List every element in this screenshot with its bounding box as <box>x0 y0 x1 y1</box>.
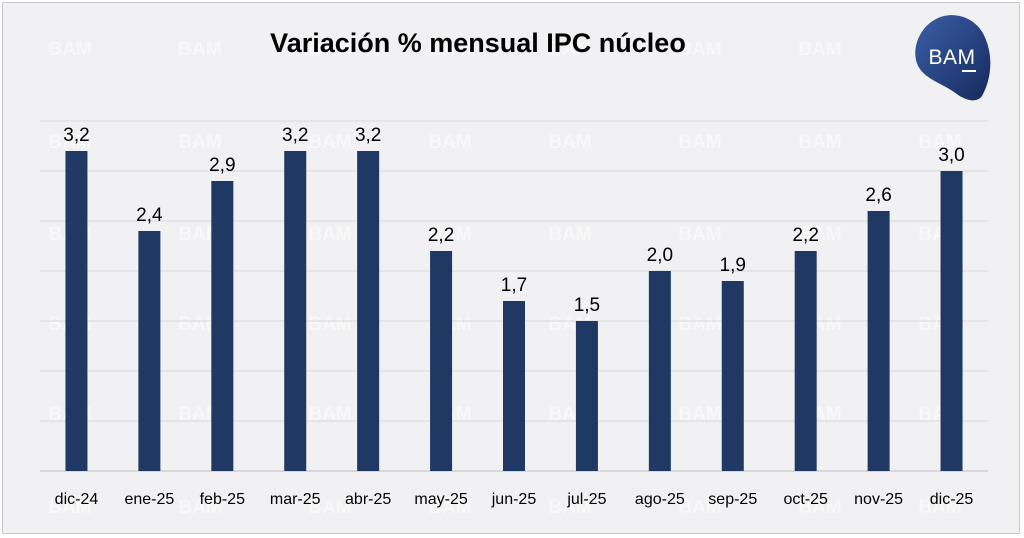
bar-mar-25 <box>284 151 307 471</box>
watermark-text: BAM <box>308 404 351 425</box>
bars <box>65 151 963 471</box>
watermark-text: BAM <box>678 39 721 60</box>
watermark-text: BAM <box>428 39 471 60</box>
bar-may-25 <box>430 251 453 471</box>
bar-ago-25 <box>648 271 671 471</box>
watermark-text: BAM <box>548 497 591 518</box>
data-label: 1,5 <box>574 295 600 316</box>
watermark-text: BAM <box>178 224 221 245</box>
data-label: 3,2 <box>63 125 89 146</box>
x-tick-label: jul-25 <box>566 491 606 508</box>
watermark-text: BAM <box>798 132 841 153</box>
watermark-text: BAM <box>548 132 591 153</box>
watermark-text: BAM <box>678 314 721 335</box>
watermark-text: BAM <box>918 132 961 153</box>
watermark-text: BAM <box>428 224 471 245</box>
x-tick-label: ago-25 <box>635 491 685 508</box>
data-label: 2,9 <box>209 155 235 176</box>
data-label: 3,2 <box>355 125 381 146</box>
x-tick-label: abr-25 <box>345 491 391 508</box>
bar-sep-25 <box>721 281 744 471</box>
watermark-text: BAM <box>48 132 91 153</box>
bar-dic-24 <box>65 151 88 471</box>
watermark-text: BAM <box>178 497 221 518</box>
watermark-text: BAM <box>308 132 351 153</box>
bar-feb-25 <box>211 181 234 471</box>
data-label: 1,9 <box>720 255 746 276</box>
watermark-text: BAM <box>48 39 91 60</box>
watermark-text: BAM <box>798 224 841 245</box>
watermark-text: BAM <box>678 132 721 153</box>
data-label: 1,7 <box>501 275 527 296</box>
bar-nov-25 <box>867 211 890 471</box>
x-tick-label: dic-24 <box>55 491 99 508</box>
x-tick-label: mar-25 <box>270 491 321 508</box>
watermark-text: BAM <box>678 224 721 245</box>
x-axis-ticks: dic-24 ene-25 feb-25 mar-25 abr-25 may-25 jun-… <box>55 491 974 508</box>
gridlines <box>40 120 988 472</box>
chart-title: Variación % mensual IPC núcleo <box>270 28 686 58</box>
watermark-text: BAM <box>428 497 471 518</box>
watermark-text: BAM <box>548 39 591 60</box>
watermark-text: BAM <box>798 39 841 60</box>
bar-ene-25 <box>138 231 161 471</box>
data-labels: 3,2 2,4 2,9 3,2 3,2 2,2 1,7 1,5 2,0 1,9 2,2 2,6 3,0 <box>63 125 964 316</box>
watermark-text: BAM <box>178 39 221 60</box>
data-label: 3,0 <box>938 145 964 166</box>
watermark-text: BAM <box>798 497 841 518</box>
data-label: 3,2 <box>282 125 308 146</box>
data-label: 2,4 <box>136 205 163 226</box>
x-tick-label: feb-25 <box>200 491 245 508</box>
bar-jul-25 <box>575 321 598 471</box>
watermark-text: BAM <box>428 132 471 153</box>
watermark-layer: BAM BAM BAM BAM BAM BAM BAM BAM BAM BAM BAM BAM BAM B… <box>48 39 961 518</box>
x-tick-label: ene-25 <box>124 491 174 508</box>
data-label: 2,2 <box>428 225 454 246</box>
x-tick-label: dic-25 <box>930 491 974 508</box>
data-label: 2,0 <box>647 245 673 266</box>
logo-text: BAM <box>928 46 976 69</box>
bar-jun-25 <box>503 301 525 471</box>
watermark-text: BAM <box>548 224 591 245</box>
bar-dic-25 <box>940 171 963 471</box>
watermark-text: BAM <box>178 132 221 153</box>
x-tick-label: oct-25 <box>783 491 828 508</box>
watermark-text: BAM <box>48 497 91 518</box>
watermark-text: BAM <box>178 314 221 335</box>
x-tick-label: sep-25 <box>708 491 757 508</box>
x-tick-label: jun-25 <box>491 491 537 508</box>
watermark-text: BAM <box>678 497 721 518</box>
bar-abr-25 <box>357 151 380 471</box>
watermark-text: BAM <box>308 224 351 245</box>
logo-shape-icon <box>915 15 991 101</box>
watermark-text: BAM <box>678 404 721 425</box>
bar-oct-25 <box>794 251 817 471</box>
watermark-text: BAM <box>308 497 351 518</box>
bam-logo: BAM <box>910 12 994 104</box>
x-tick-label: may-25 <box>414 491 467 508</box>
x-tick-label: nov-25 <box>854 491 903 508</box>
logo-underline <box>962 70 976 72</box>
data-label: 2,6 <box>865 185 891 206</box>
data-label: 2,2 <box>792 225 818 246</box>
watermark-text: BAM <box>308 39 351 60</box>
watermark-text: BAM <box>918 497 961 518</box>
watermark-text: BAM <box>308 314 351 335</box>
watermark-text: BAM <box>178 404 221 425</box>
